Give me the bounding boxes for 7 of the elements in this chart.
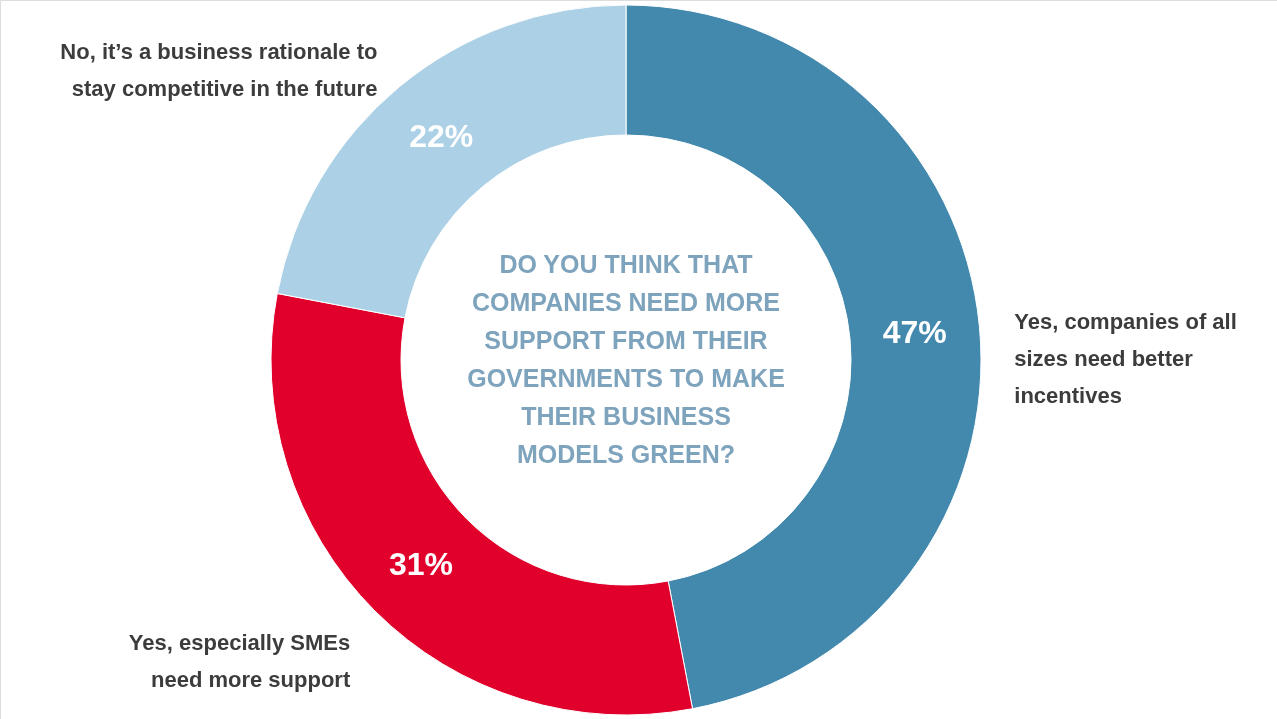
data-label: 47% [882,313,947,350]
data-label: 31% [388,546,453,583]
text: DO YOU THINK THAT COMPANIES NEED MORE SUPPORT FROM THEIR GOVERNMENTS TO MAKE THEIR BUSINESS MODELS GREEN? [467,250,785,468]
slice-label: No, it’s a business rationale to stay competitive in the future [60,38,378,101]
data-label: 22% [409,117,474,154]
slice-label: Yes, companies of all sizes need better incentives [1014,309,1237,409]
slice-label: Yes, especially SMEs need more support [128,629,351,692]
